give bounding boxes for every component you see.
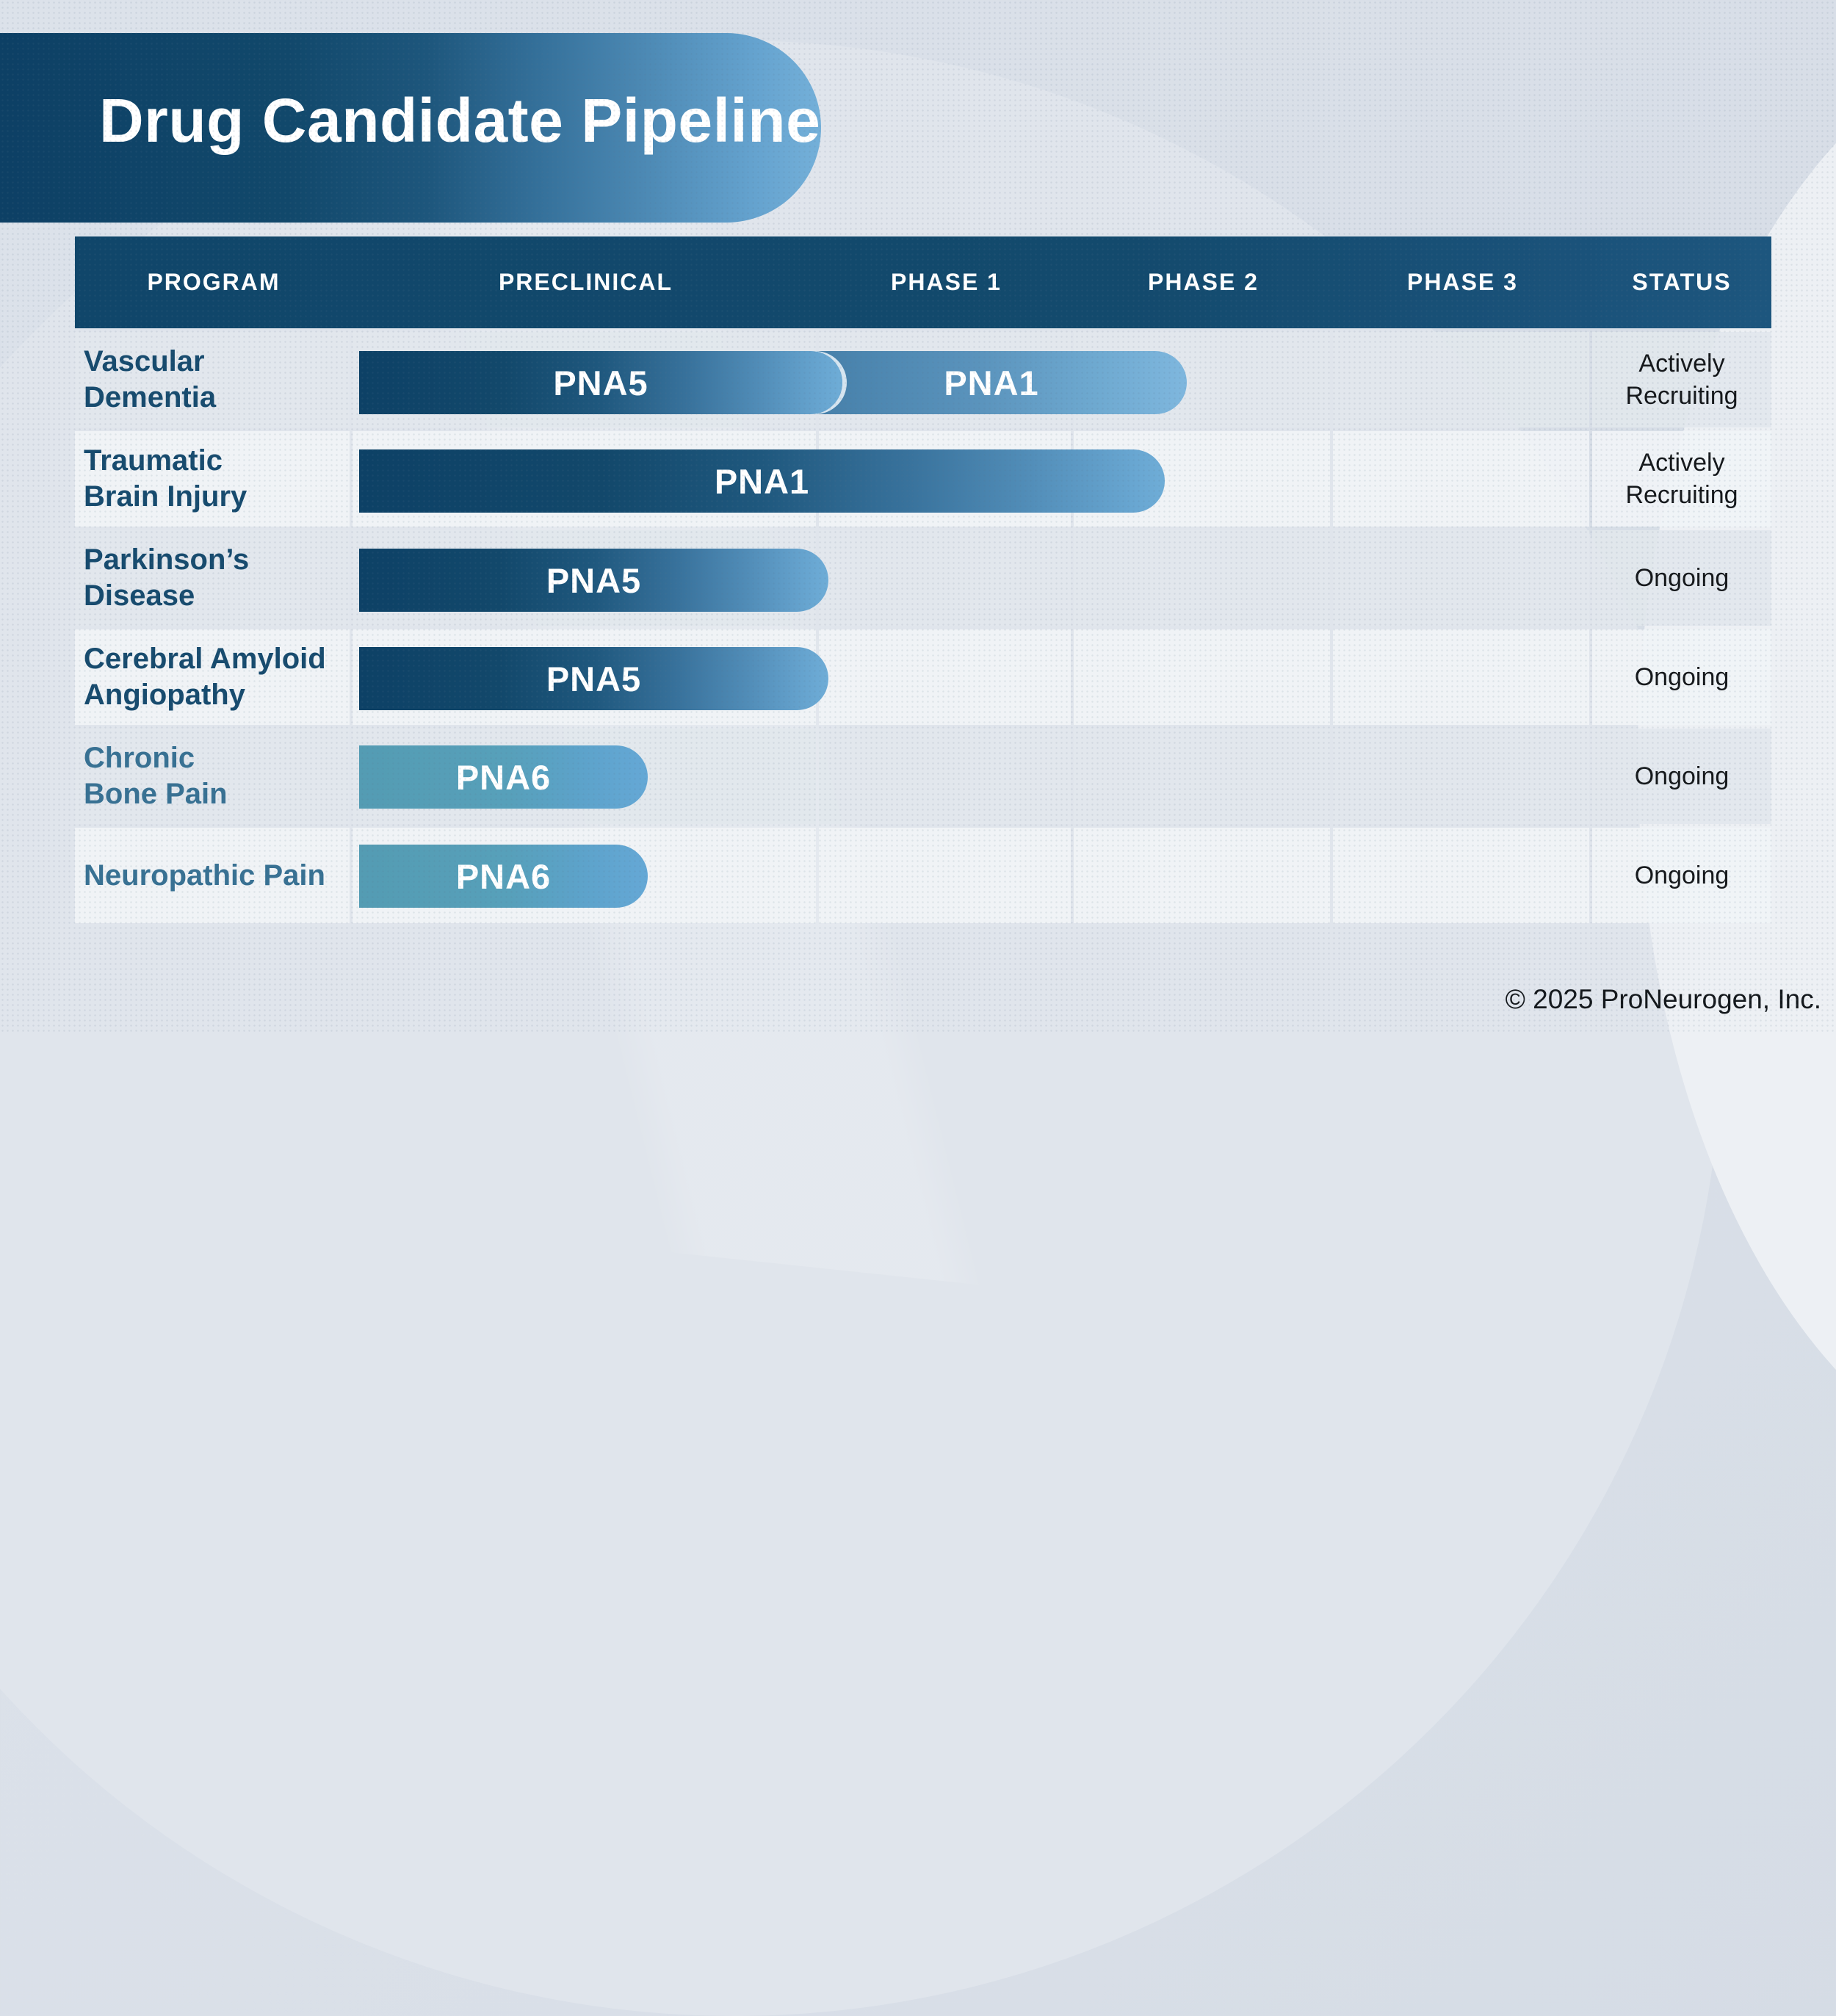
phase-cell-phase3 <box>1333 431 1589 527</box>
program-cell-vascular-dementia: Vascular Dementia <box>75 332 350 427</box>
program-cell-parkinsons-disease: Parkinson’s Disease <box>75 530 350 626</box>
phase-cell-phase3 <box>1333 530 1589 626</box>
program-label-line1: Neuropathic Pain <box>84 859 325 892</box>
bar-label: PNA5 <box>553 363 648 402</box>
bar-label: PNA5 <box>546 560 642 600</box>
phase-cell-phase3 <box>1333 828 1589 923</box>
column-header-preclinical: PRECLINICAL <box>498 269 673 295</box>
phase-cell-phase2 <box>1074 530 1330 626</box>
pipeline-bar-pna5-vascular-dementia: PNA5 <box>359 351 842 414</box>
phase-cell-phase1 <box>819 530 1071 626</box>
phase-cell-phase2 <box>1074 729 1330 824</box>
status-cell: Actively Recruiting <box>1592 332 1771 427</box>
status-cell: Ongoing <box>1592 530 1771 626</box>
program-cell-traumatic-brain-injury: Traumatic Brain Injury <box>75 431 350 527</box>
bar-label: PNA1 <box>714 461 810 501</box>
column-header-phase1: PHASE 1 <box>891 269 1002 295</box>
pipeline-bar-pna6-chronic-bone-pain: PNA6 <box>359 745 648 809</box>
bar-label: PNA5 <box>546 659 642 698</box>
pipeline-bar-pna5-parkinsons-disease: PNA5 <box>359 549 828 612</box>
phase-cell-phase1 <box>819 729 1071 824</box>
column-header-phase3: PHASE 3 <box>1407 269 1518 295</box>
program-cell-chronic-bone-pain: Chronic Bone Pain <box>75 729 350 824</box>
program-label-line2: Dementia <box>84 381 217 413</box>
column-header-program: PROGRAM <box>147 269 281 295</box>
program-cell-cerebral-amyloid-angiopathy: Cerebral Amyloid Angiopathy <box>75 629 350 725</box>
status-cell: Ongoing <box>1592 828 1771 923</box>
pipeline-table-body: Vascular Dementia Actively Recruiting Tr… <box>75 332 1771 923</box>
pipeline-bar-pna6-neuropathic-pain: PNA6 <box>359 845 648 908</box>
status-cell: Ongoing <box>1592 729 1771 824</box>
program-label-line1: Parkinson’s <box>84 543 250 576</box>
program-label-line1: Chronic <box>84 742 195 774</box>
table-header-row: PROGRAM PRECLINICAL PHASE 1 PHASE 2 PHAS… <box>75 236 1771 328</box>
pipeline-bar-pna1-traumatic-brain-injury: PNA1 <box>359 449 1165 513</box>
program-label-line1: Vascular <box>84 345 205 377</box>
pipeline-bar-pna1-vascular-dementia: PNA1 <box>817 351 1187 414</box>
bar-label: PNA1 <box>944 363 1039 402</box>
copyright-notice: © 2025 ProNeurogen, Inc. <box>1505 984 1821 1014</box>
column-header-phase2: PHASE 2 <box>1148 269 1259 295</box>
program-label-line1: Cerebral Amyloid <box>84 643 326 675</box>
phase-cell-phase3 <box>1333 332 1589 427</box>
status-cell: Ongoing <box>1592 629 1771 725</box>
program-label-line2: Angiopathy <box>84 679 245 711</box>
program-label-line2: Brain Injury <box>84 480 247 513</box>
pipeline-bar-pna5-cerebral-amyloid-angiopathy: PNA5 <box>359 647 828 710</box>
phase-cell-phase3 <box>1333 729 1589 824</box>
bar-label: PNA6 <box>455 856 552 896</box>
program-label-line2: Disease <box>84 579 195 612</box>
phase-cell-phase1 <box>819 629 1071 725</box>
status-cell: Actively Recruiting <box>1592 431 1771 527</box>
program-label-line1: Traumatic <box>84 444 223 477</box>
page-title: Drug Candidate Pipeline <box>99 85 821 155</box>
bar-label: PNA6 <box>455 757 552 797</box>
column-header-status: STATUS <box>1632 269 1732 295</box>
phase-cell-phase2 <box>1074 828 1330 923</box>
phase-cell-phase3 <box>1333 629 1589 725</box>
title-banner: Drug Candidate Pipeline <box>0 33 821 223</box>
phase-cell-phase1 <box>819 828 1071 923</box>
phase-cell-phase2 <box>1074 629 1330 725</box>
program-label-line2: Bone Pain <box>84 778 228 810</box>
program-cell-neuropathic-pain: Neuropathic Pain <box>75 828 350 923</box>
